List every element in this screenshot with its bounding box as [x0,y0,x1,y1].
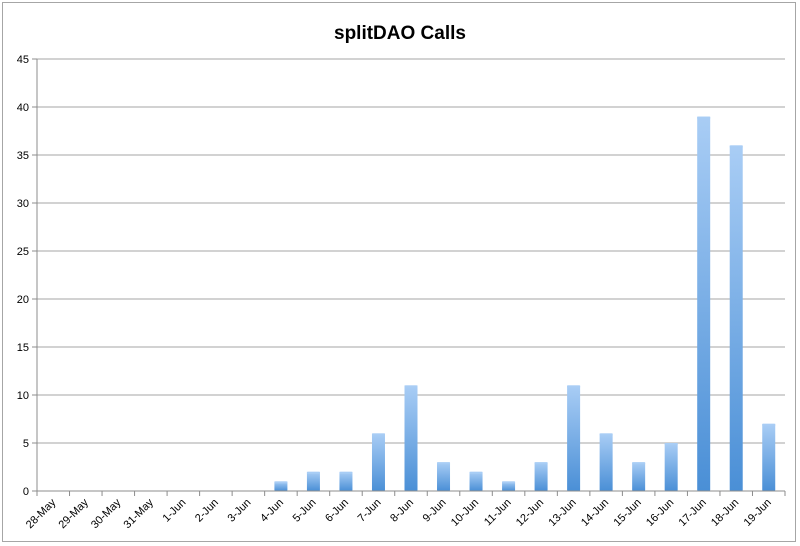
bar-19-Jun [762,423,776,491]
x-tick-label: 10-Jun [449,497,481,529]
bar-cap-5-Jun [306,471,320,474]
y-tick-label: 0 [23,486,29,498]
bars [274,116,776,491]
bar-cap-6-Jun [339,471,353,474]
y-axis-ticks: 0 5 10 15 20 25 30 35 40 45 [17,54,37,498]
bar-14-Jun [599,433,613,491]
bar-10-Jun [469,471,483,491]
x-tick-label: 4-Jun [258,497,286,525]
x-tick-label: 30-May [89,496,124,531]
x-tick-label: 14-Jun [579,497,611,529]
bar-cap-7-Jun [371,433,385,436]
y-tick-label: 5 [23,438,29,450]
x-tick-label: 5-Jun [291,497,319,525]
y-tick-label: 15 [17,342,29,354]
y-tick-label: 35 [17,150,29,162]
bar-cap-17-Jun [697,116,711,119]
x-tick-label: 1-Jun [161,497,189,525]
x-tick-label: 3-Jun [226,497,254,525]
y-tick-label: 45 [17,54,29,66]
bar-16-Jun [664,443,678,491]
bar-5-Jun [306,471,320,491]
axes [36,59,785,492]
bar-9-Jun [437,462,451,491]
bar-13-Jun [567,385,581,491]
x-tick-label: 9-Jun [421,497,449,525]
bar-6-Jun [339,471,353,491]
bar-cap-12-Jun [534,462,548,465]
bar-4-Jun [274,481,288,491]
y-tick-label: 40 [17,102,29,114]
x-tick-label: 18-Jun [709,497,741,529]
bar-cap-15-Jun [632,462,646,465]
gridlines [37,58,785,444]
bar-cap-11-Jun [502,481,516,484]
y-tick-label: 10 [17,390,29,402]
x-tick-label: 31-May [122,496,157,531]
bar-cap-18-Jun [729,145,743,148]
bar-cap-16-Jun [664,443,678,445]
x-tick-label: 7-Jun [356,497,384,525]
x-tick-label: 29-May [56,496,91,531]
x-tick-label: 12-Jun [514,497,546,529]
bar-cap-19-Jun [762,423,776,426]
bar-11-Jun [502,481,516,491]
bar-18-Jun [729,145,743,491]
bar-cap-4-Jun [274,481,288,484]
bar-cap-9-Jun [437,462,451,465]
y-tick-label: 25 [17,246,29,258]
x-tick-label: 6-Jun [323,497,351,525]
y-tick-label: 20 [17,294,29,306]
bar-12-Jun [534,462,548,491]
x-tick-label: 8-Jun [388,497,416,525]
x-tick-label: 19-Jun [742,497,774,529]
y-tick-label: 30 [17,198,29,210]
bar-15-Jun [632,462,646,491]
x-tick-label: 16-Jun [644,497,676,529]
x-tick-label: 15-Jun [612,497,644,529]
x-tick-label: 13-Jun [546,497,578,529]
x-tick-label: 28-May [24,496,59,531]
x-tick-label: 2-Jun [193,497,221,525]
bar-8-Jun [404,385,418,491]
bar-chart: splitDAO Calls 0 5 10 15 20 25 30 35 40 45 28-May… [17,23,786,531]
x-tick-label: 11-Jun [482,497,514,529]
bar-cap-14-Jun [599,433,613,436]
x-tick-label: 17-Jun [677,497,709,529]
bar-cap-10-Jun [469,471,483,474]
bar-17-Jun [697,116,711,491]
chart-title: splitDAO Calls [334,23,466,44]
bar-cap-8-Jun [404,385,418,388]
bar-cap-13-Jun [567,385,581,388]
bar-7-Jun [371,433,385,491]
